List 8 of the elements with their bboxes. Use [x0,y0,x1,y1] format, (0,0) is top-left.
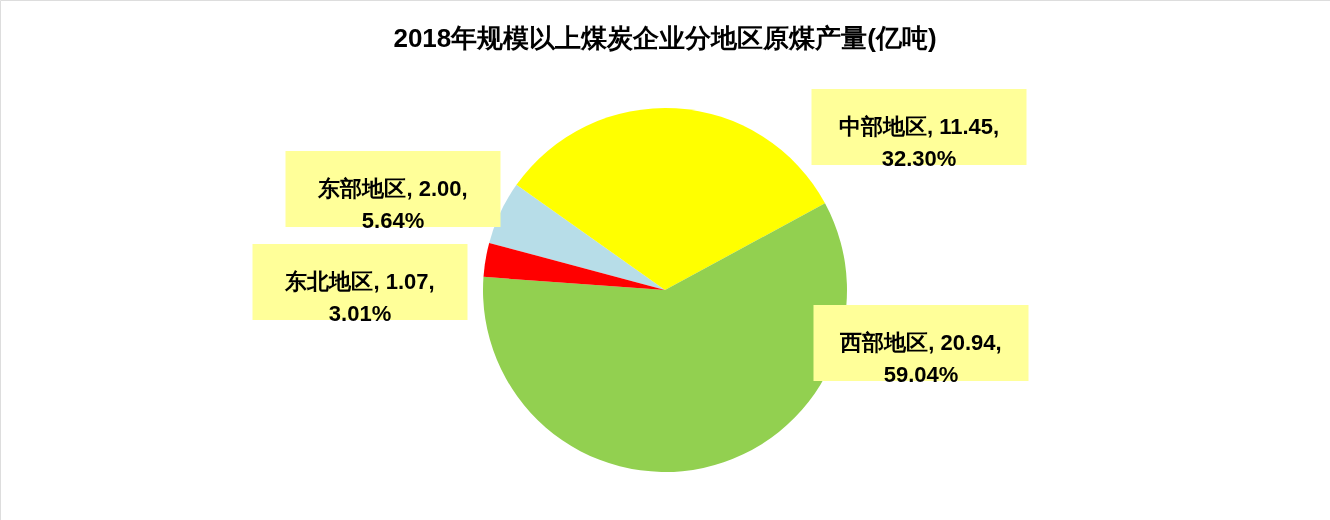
slice-label: 东北地区, 1.07, 3.01% [284,269,435,326]
chart-title: 2018年规模以上煤炭企业分地区原煤产量(亿吨) [393,23,937,53]
slice-label: 中部地区, 11.45, 32.30% [838,114,1000,171]
pie-slice [489,184,665,290]
slice-label: 西部地区, 20.94, 59.04% [839,330,1002,387]
pie-slice [483,242,665,290]
slice-label: 东部地区, 2.00, 5.64% [317,176,468,233]
pie-slice [516,108,826,290]
